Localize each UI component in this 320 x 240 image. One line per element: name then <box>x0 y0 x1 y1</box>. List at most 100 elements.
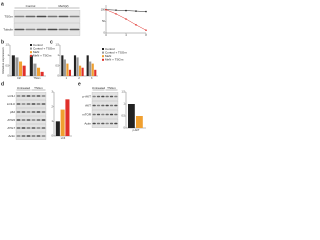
bar <box>68 69 72 76</box>
blot-band <box>101 95 105 98</box>
blot-row-label: ATG7 <box>7 126 15 130</box>
bar <box>15 57 19 76</box>
panel-letter: a <box>1 1 4 7</box>
bar <box>91 63 94 76</box>
x-tick-label: p-AKT <box>133 129 140 132</box>
legend-swatch <box>30 54 32 57</box>
legend-label: Control <box>33 43 43 47</box>
panel-letter: b <box>1 39 4 45</box>
series-point <box>115 9 117 11</box>
bar <box>73 55 77 76</box>
y-tick-label: 100 <box>101 8 106 11</box>
blot-band <box>21 95 26 97</box>
blot-row-label: Actin <box>8 134 15 138</box>
series-point <box>105 8 107 11</box>
y-tick-label: 0.5 <box>5 64 9 67</box>
legend-label: MeN <box>33 50 39 54</box>
blot-band <box>31 111 36 113</box>
blot-strip <box>91 119 119 128</box>
blot-strip <box>13 23 81 36</box>
lane-label: Control <box>26 4 36 8</box>
blot-band <box>14 15 25 18</box>
y-tick-label: 1.5 <box>121 91 125 94</box>
bar <box>19 61 23 76</box>
blot-row-label: p62 <box>10 110 15 114</box>
legend-label: MeN <box>105 54 111 58</box>
y-tick-label: 50 <box>102 20 105 23</box>
bar <box>94 69 97 76</box>
blot-band <box>101 113 105 116</box>
blot-band <box>21 111 26 113</box>
blot-band <box>31 127 36 129</box>
series-point <box>115 13 117 15</box>
series-line <box>105 9 147 31</box>
panel-letter: c <box>50 39 53 45</box>
blot-row-label: p-AKT <box>82 94 91 98</box>
legend-swatch <box>102 51 104 54</box>
y-tick-label: 1.5 <box>5 44 9 47</box>
series-point <box>145 10 147 13</box>
x-tick-label: 4 <box>125 34 127 37</box>
blot-band <box>21 135 26 137</box>
blot-band <box>16 95 21 97</box>
y-tick-label: 1 <box>7 54 9 57</box>
x-tick-label: TSGm <box>34 77 41 80</box>
blot-band <box>69 28 80 31</box>
bar <box>76 57 79 76</box>
blot-band <box>26 119 31 121</box>
blot-band <box>21 127 26 129</box>
blot-band <box>114 104 118 107</box>
legend-label: Control + TSGm <box>105 50 127 54</box>
legend-swatch <box>30 51 32 54</box>
blot-band <box>96 95 101 98</box>
panel-letter: d <box>1 81 4 87</box>
legend-label: Control + TSGm <box>33 46 55 50</box>
blot-band <box>14 28 25 31</box>
legend-label: MeN + TSGm <box>105 58 124 62</box>
blot-band <box>47 15 58 18</box>
blot-band <box>26 95 31 97</box>
y-tick-label: 1 <box>123 103 125 106</box>
blot-band <box>41 103 46 105</box>
lane-label: MeN(2) <box>58 4 68 8</box>
blot-band <box>31 95 36 97</box>
bar <box>11 55 15 76</box>
lane-label: Untreated <box>17 86 31 90</box>
blot-band <box>41 119 46 121</box>
blot-band <box>109 122 114 125</box>
blot-row-label: LC3-II <box>7 102 15 106</box>
y-tick-label: 2 <box>51 105 53 108</box>
page: a Control MeN(2) TSGm Tubulin 0 50 100 0 4 8 b 0 0.5 1… <box>0 0 150 145</box>
blot-band <box>36 119 41 121</box>
blot-strip <box>91 110 119 119</box>
y-tick-label: 0.5 <box>121 115 125 118</box>
blot-band <box>101 122 105 125</box>
legend-swatch <box>30 44 32 46</box>
y-tick-label: 3 <box>51 91 53 94</box>
blot-band <box>114 113 118 116</box>
blot-band <box>109 113 114 116</box>
blot-strip <box>91 92 119 101</box>
y-tick-label: 1 <box>57 54 59 57</box>
bar <box>40 71 44 76</box>
blot-row-label: Actin <box>84 121 91 125</box>
blot-band <box>109 104 114 107</box>
blot-band <box>105 122 109 125</box>
blot-band <box>21 103 26 105</box>
blot-row-label: TSGm <box>4 14 13 18</box>
blot-strip <box>13 10 81 23</box>
blot-strip <box>15 108 47 116</box>
blot-band <box>36 95 41 97</box>
bar <box>55 121 60 136</box>
blot-band <box>16 135 21 137</box>
blot-band <box>36 103 41 105</box>
blot-band <box>31 135 36 137</box>
blot-band <box>21 119 26 121</box>
blot-strip <box>15 124 47 132</box>
blot-band <box>31 103 36 105</box>
x-tick-label: 8 <box>145 34 147 37</box>
lane-label: TSGm <box>34 86 43 90</box>
blot-band <box>114 95 118 98</box>
x-tick-label: 2 <box>78 77 80 80</box>
bar <box>128 104 135 128</box>
